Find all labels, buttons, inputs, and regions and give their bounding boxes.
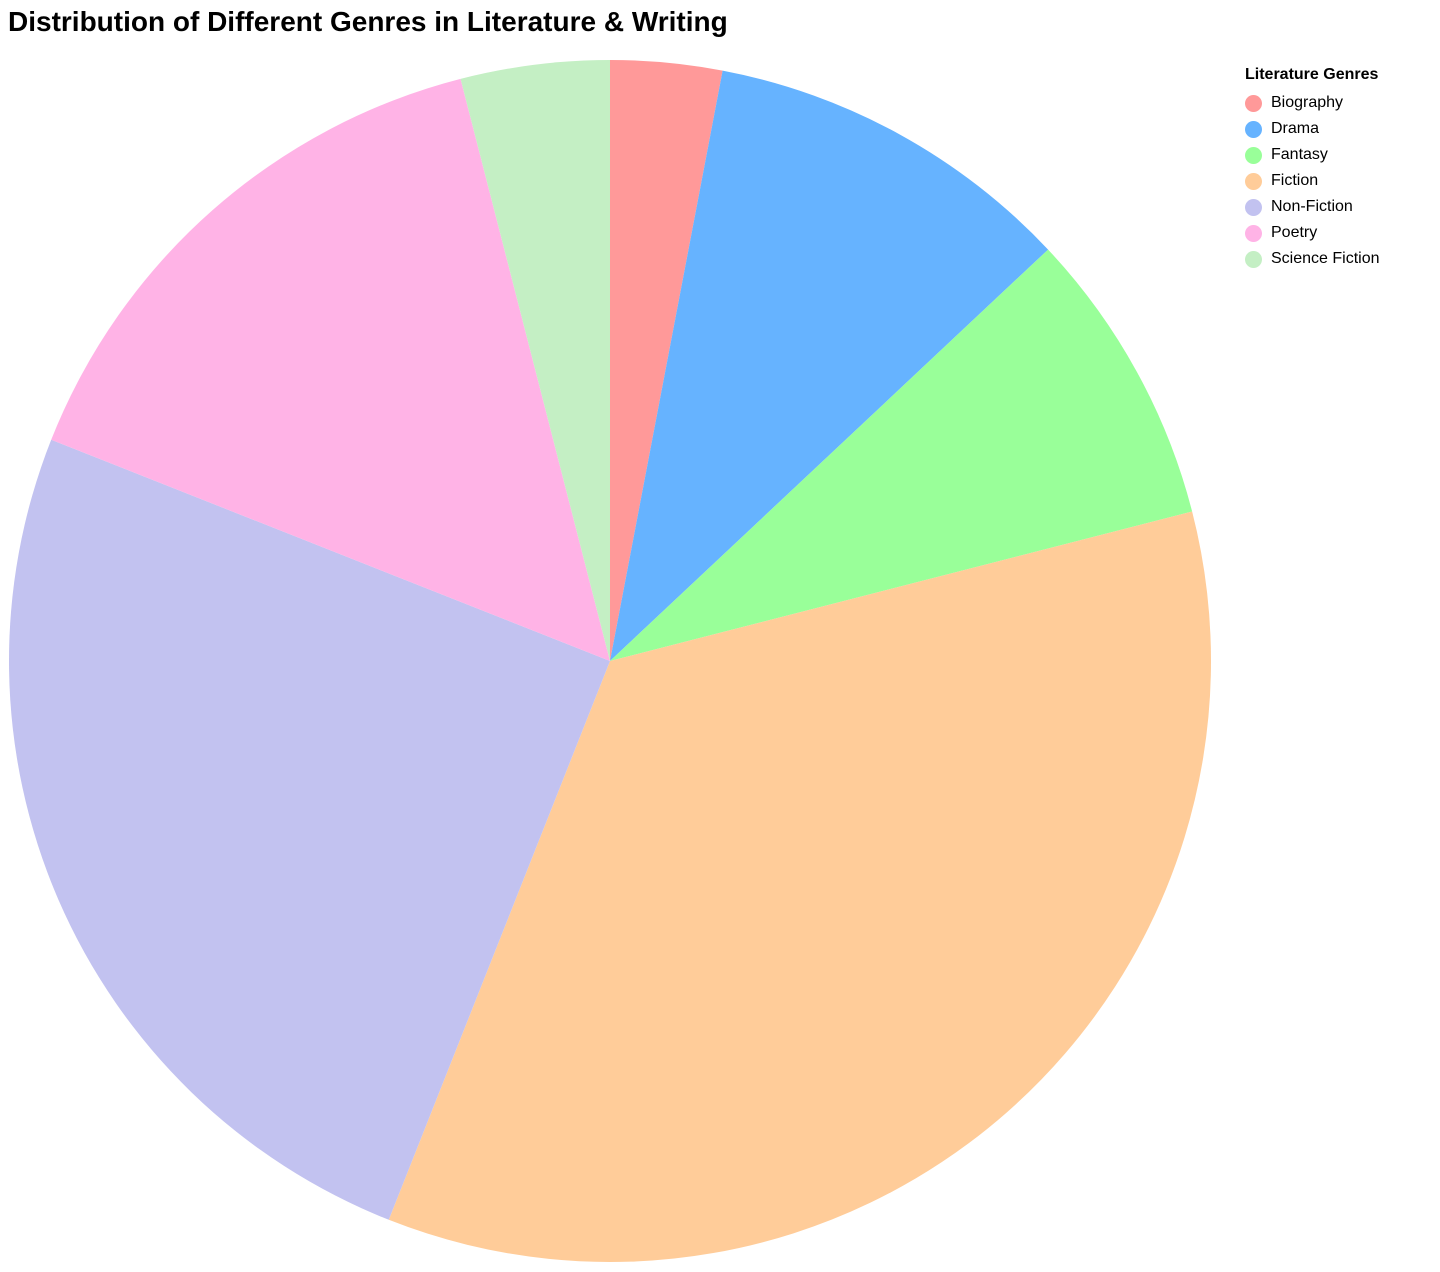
legend-item-science-fiction: Science Fiction: [1245, 246, 1380, 272]
legend-swatch-biography: [1245, 94, 1262, 112]
pie-slice-fiction: [388, 511, 1212, 1263]
legend-item-poetry: Poetry: [1245, 220, 1380, 246]
legend-label-fantasy: Fantasy: [1271, 146, 1328, 163]
pie-slice-science-fiction: [460, 60, 610, 661]
pie-slice-biography: [610, 60, 723, 661]
legend-label-fiction: Fiction: [1271, 172, 1319, 189]
legend-items: Biography Drama Fantasy Fiction Non-Fiction P…: [1245, 90, 1380, 272]
legend-swatch-poetry: [1245, 224, 1262, 242]
pie-slice-non-fiction: [8, 439, 611, 1220]
legend: Literature Genres Biography Drama Fantasy F…: [1245, 66, 1380, 272]
pie-slice-drama: [610, 70, 1049, 661]
legend-label-biography: Biography: [1271, 94, 1344, 111]
pie-slice-fantasy: [610, 249, 1193, 661]
legend-swatch-drama: [1245, 120, 1262, 138]
legend-item-fantasy: Fantasy: [1245, 142, 1380, 168]
legend-label-poetry: Poetry: [1271, 224, 1318, 241]
legend-title: Literature Genres: [1245, 66, 1379, 83]
legend-swatch-fantasy: [1245, 146, 1262, 164]
chart-title: Distribution of Different Genres in Lite…: [8, 6, 728, 37]
legend-item-non-fiction: Non-Fiction: [1245, 194, 1380, 220]
legend-label-drama: Drama: [1271, 120, 1320, 137]
legend-swatch-fiction: [1245, 172, 1262, 190]
legend-item-biography: Biography: [1245, 90, 1380, 116]
legend-item-fiction: Fiction: [1245, 168, 1380, 194]
legend-label-science-fiction: Science Fiction: [1271, 250, 1380, 267]
legend-item-drama: Drama: [1245, 116, 1380, 142]
legend-swatch-non-fiction: [1245, 198, 1262, 216]
legend-label-non-fiction: Non-Fiction: [1271, 198, 1353, 215]
legend-swatch-science-fiction: [1245, 250, 1262, 268]
pie-slice-poetry: [51, 78, 610, 661]
